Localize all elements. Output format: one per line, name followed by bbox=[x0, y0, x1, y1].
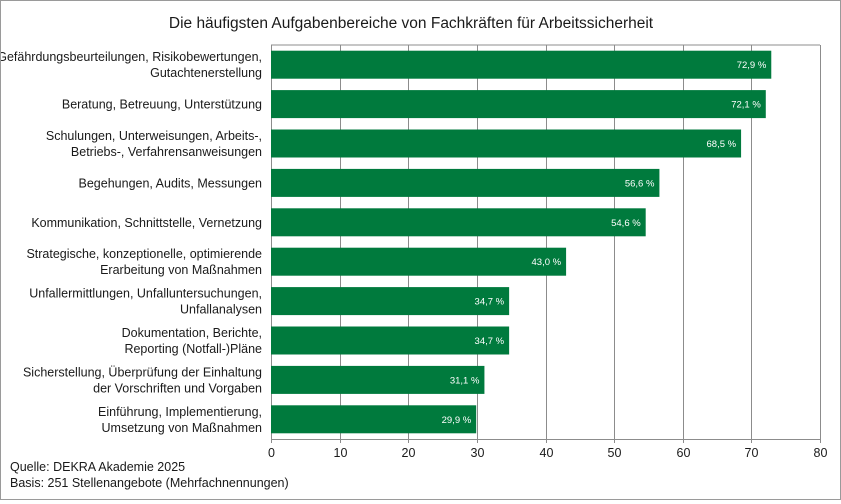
category-labels: Gefährdungsbeurteilungen, Risikobewertun… bbox=[0, 50, 263, 435]
bar bbox=[271, 287, 510, 316]
category-label: Kommunikation, Schnittstelle, Vernetzung bbox=[31, 216, 262, 230]
data-label: 56,6 % bbox=[625, 178, 655, 189]
bar bbox=[271, 168, 660, 197]
data-label: 68,5 % bbox=[707, 139, 737, 150]
category-label: Begehungen, Audits, Messungen bbox=[79, 176, 263, 190]
x-tick-label: 0 bbox=[268, 446, 275, 460]
x-tick-label: 10 bbox=[334, 446, 348, 460]
bar bbox=[271, 365, 485, 394]
data-label: 54,6 % bbox=[611, 218, 641, 229]
basis-note: Basis: 251 Stellenangebote (Mehrfachnenn… bbox=[10, 476, 289, 490]
bar bbox=[271, 208, 646, 237]
bar bbox=[271, 247, 567, 276]
category-label: Dokumentation, Berichte, Reporting (Notfa… bbox=[122, 326, 262, 356]
chart-title: Die häufigsten Aufgabenbereiche von Fach… bbox=[169, 15, 654, 32]
data-label: 72,1 % bbox=[731, 100, 761, 111]
bars: 72,9 % 72,1 % 68,5 % 56,6 % 54,6 % 43,0 % 34,7… bbox=[271, 50, 772, 434]
category-label: Schulungen, Unterweisungen, Arbeits-, Bet… bbox=[46, 129, 262, 159]
source-note: Quelle: DEKRA Akademie 2025 bbox=[10, 460, 186, 474]
data-label: 34,7 % bbox=[475, 336, 505, 347]
x-tick-label: 70 bbox=[745, 446, 759, 460]
data-label: 31,1 % bbox=[450, 375, 480, 386]
x-tick-label: 20 bbox=[402, 446, 416, 460]
x-axis-tick-labels: 0 10 20 30 40 50 60 70 80 bbox=[268, 446, 827, 460]
category-label: Gefährdungsbeurteilungen, Risikobewertun… bbox=[1, 50, 262, 80]
category-label: Sicherstellung, Überprüfung der Einhaltu… bbox=[23, 365, 262, 395]
bar bbox=[271, 90, 766, 119]
category-label: Strategische, konzeptionelle, optimieren… bbox=[26, 247, 262, 277]
x-tick-label: 40 bbox=[540, 446, 554, 460]
category-label: Unfallermittlungen, Unfalluntersuchungen… bbox=[29, 287, 262, 317]
data-label: 29,9 % bbox=[442, 415, 472, 426]
data-label: 72,9 % bbox=[737, 60, 767, 71]
bar bbox=[271, 50, 772, 79]
x-tick-label: 30 bbox=[471, 446, 485, 460]
bar bbox=[271, 129, 742, 158]
bar bbox=[271, 405, 477, 434]
data-label: 34,7 % bbox=[475, 297, 505, 308]
bar bbox=[271, 326, 510, 355]
category-label: Beratung, Betreuung, Unterstützung bbox=[62, 98, 262, 112]
category-label: Einführung, Implementierung, Umsetzung vo… bbox=[98, 405, 262, 435]
x-tick-label: 50 bbox=[608, 446, 622, 460]
x-tick-label: 80 bbox=[814, 446, 828, 460]
x-tick-label: 60 bbox=[677, 446, 691, 460]
data-label: 43,0 % bbox=[532, 257, 562, 268]
